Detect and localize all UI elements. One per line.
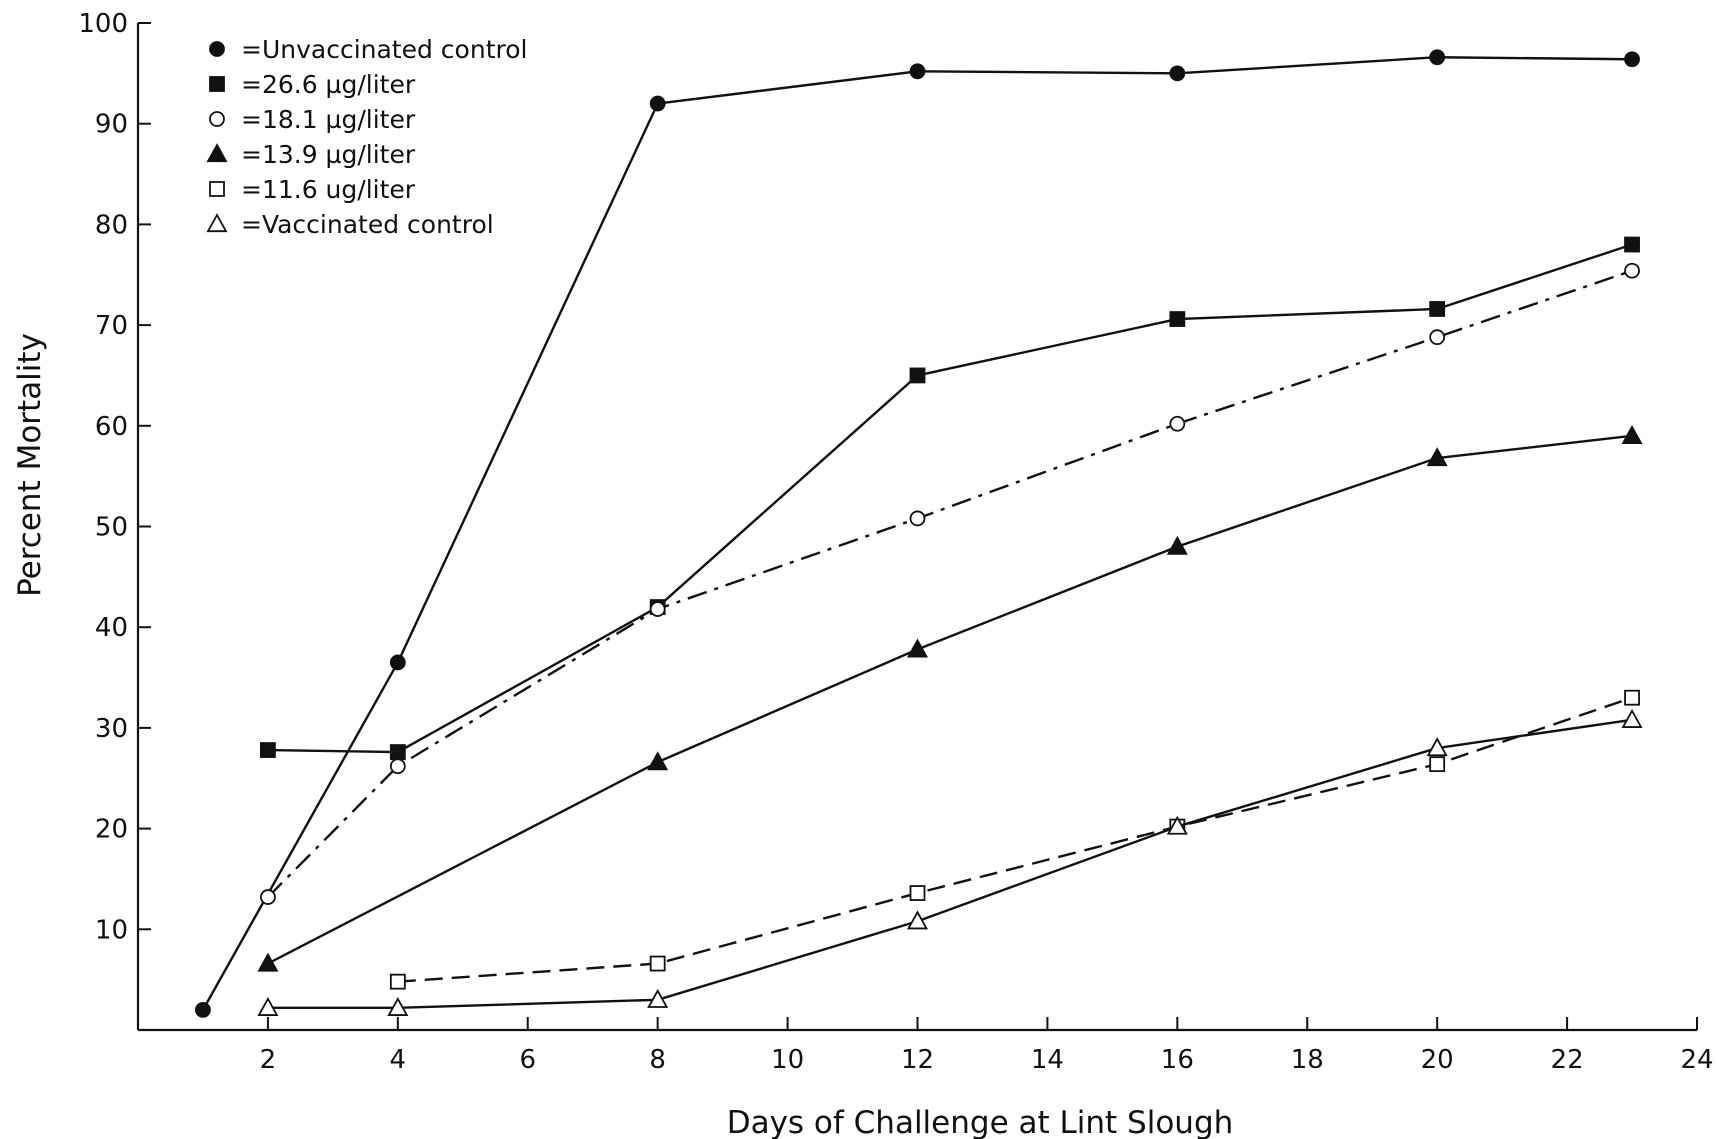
data-point <box>649 95 666 112</box>
data-point <box>1624 236 1640 253</box>
data-point <box>909 885 926 901</box>
legend-entry: =26.6 µg/liter <box>209 70 416 99</box>
data-point <box>906 910 929 930</box>
series-line <box>267 434 1633 965</box>
legend-label: =11.6 ug/liter <box>241 175 416 204</box>
data-point <box>1426 737 1448 757</box>
legend-entry: =11.6 ug/liter <box>209 175 416 204</box>
x-tick-label: 10 <box>771 1045 804 1075</box>
data-point <box>1166 535 1188 555</box>
data-point <box>1429 756 1446 773</box>
data-point <box>1429 301 1446 317</box>
y-tick-label: 30 <box>95 714 128 744</box>
series-line <box>397 696 1633 983</box>
y-tick-label: 50 <box>95 513 128 543</box>
series-4 <box>257 425 1643 972</box>
legend-label: =Vaccinated control <box>241 210 494 239</box>
x-tick-label: 14 <box>1031 1045 1064 1075</box>
x-tick-label: 16 <box>1161 1045 1194 1075</box>
y-tick-label: 20 <box>95 815 128 845</box>
y-tick-label: 10 <box>95 915 128 945</box>
y-tick-label: 60 <box>95 412 128 442</box>
legend-label: =18.1 µg/liter <box>241 105 416 134</box>
data-point <box>1621 425 1643 444</box>
x-tick-label: 2 <box>260 1045 277 1075</box>
data-point <box>647 988 669 1008</box>
data-point <box>649 955 666 972</box>
legend-label: =13.9 µg/liter <box>241 140 416 169</box>
legend-entry: =Unvaccinated control <box>209 35 527 64</box>
series-1 <box>195 49 1640 1018</box>
series-3 <box>260 262 1640 905</box>
data-point <box>1169 311 1186 327</box>
series-6 <box>257 708 1643 1016</box>
legend-entry: =13.9 µg/liter <box>206 140 416 169</box>
data-point <box>909 63 926 80</box>
data-point <box>206 143 228 163</box>
data-point <box>209 111 225 127</box>
series-group <box>195 49 1643 1018</box>
series-line <box>201 56 1633 1011</box>
x-tick-label: 6 <box>519 1045 536 1075</box>
y-tick-label: 100 <box>78 9 128 39</box>
data-point <box>1624 51 1640 68</box>
x-axis-title: Days of Challenge at Lint Slough <box>727 1105 1234 1139</box>
x-tick-label: 4 <box>390 1045 407 1075</box>
x-tick-label: 8 <box>649 1045 666 1075</box>
legend-entry: =18.1 µg/liter <box>209 105 416 134</box>
y-axis-title: Percent Mortality <box>12 333 48 597</box>
x-tick-label: 12 <box>901 1045 934 1075</box>
data-point <box>389 744 406 760</box>
data-point <box>1426 447 1448 467</box>
data-point <box>387 996 409 1016</box>
data-point <box>389 758 406 775</box>
legend-label: =26.6 µg/liter <box>241 70 416 99</box>
series-line <box>267 243 1633 754</box>
y-tick-label: 80 <box>95 210 128 240</box>
data-point <box>389 654 406 671</box>
data-point <box>1429 329 1446 346</box>
x-tick-label: 18 <box>1291 1045 1324 1075</box>
data-point <box>1621 708 1643 728</box>
y-tick-label: 70 <box>95 311 128 341</box>
data-point <box>909 367 926 384</box>
legend-label: =Unvaccinated control <box>241 35 527 64</box>
data-point <box>260 889 276 905</box>
series-line <box>267 269 1633 898</box>
legend: =Unvaccinated control =26.6 µg/liter =18.1… <box>206 35 527 239</box>
y-tick-label: 40 <box>95 613 128 643</box>
series-5 <box>389 689 1640 990</box>
x-tick-label: 22 <box>1551 1045 1584 1075</box>
data-point <box>260 742 276 758</box>
data-point <box>1624 262 1640 279</box>
x-tick-label: 20 <box>1421 1045 1454 1075</box>
data-point <box>906 638 929 658</box>
data-point <box>206 213 228 233</box>
legend-entry: =Vaccinated control <box>206 210 494 239</box>
data-point <box>649 601 666 617</box>
data-point <box>209 181 225 197</box>
data-point <box>209 76 225 92</box>
series-2 <box>260 236 1640 760</box>
data-point <box>209 41 225 57</box>
data-point <box>257 996 279 1016</box>
data-point <box>1169 415 1186 432</box>
x-tick-label: 24 <box>1680 1045 1713 1075</box>
data-point <box>1166 815 1188 835</box>
data-point <box>195 1001 211 1018</box>
data-point <box>1169 65 1186 82</box>
data-point <box>647 751 669 771</box>
y-tick-label: 90 <box>95 110 128 140</box>
data-point <box>1624 689 1640 706</box>
data-point <box>1429 49 1446 66</box>
data-point <box>257 952 279 972</box>
series-line <box>267 718 1633 1010</box>
data-point <box>389 973 406 990</box>
data-point <box>909 510 926 527</box>
